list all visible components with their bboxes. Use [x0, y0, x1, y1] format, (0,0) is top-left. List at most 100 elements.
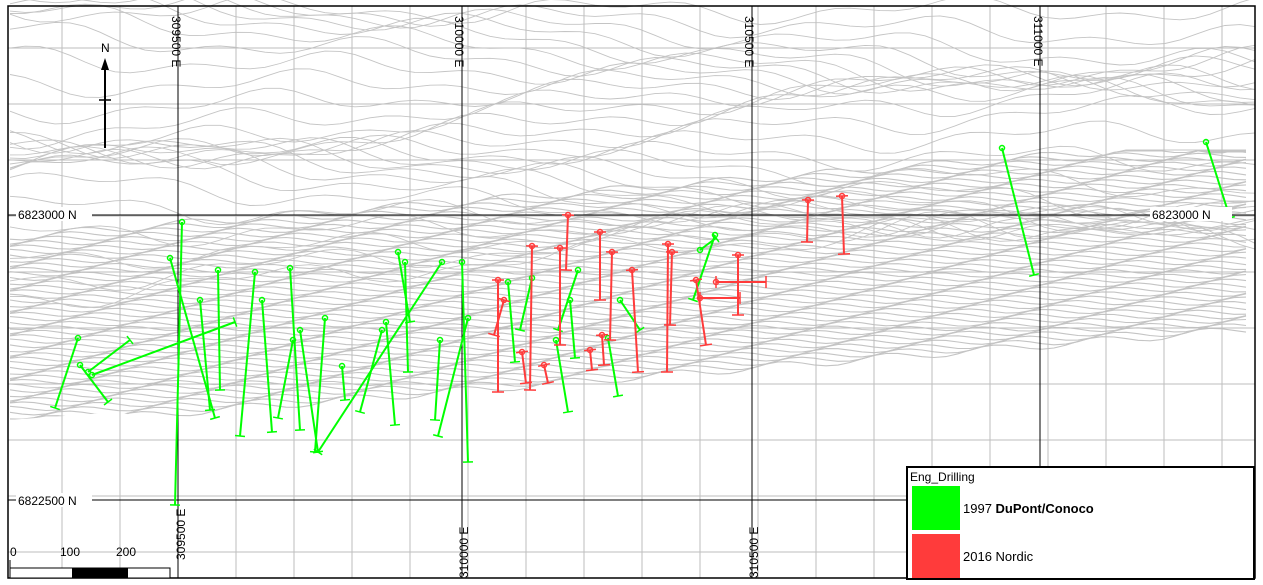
end-of-hole-1997 — [635, 326, 645, 334]
collar-marker-1997 — [566, 296, 574, 304]
collar-marker-1997 — [196, 296, 204, 304]
north-arrow-icon: N — [99, 41, 111, 148]
end-of-hole-1997 — [339, 398, 351, 402]
end-of-hole-1997 — [209, 415, 221, 421]
collar-marker-1997 — [378, 326, 386, 334]
end-of-hole-1997 — [1028, 273, 1040, 277]
drill-trace-1997 — [461, 261, 469, 463]
end-of-hole-1997 — [514, 328, 526, 332]
drill-trace-1997 — [91, 321, 236, 376]
end-of-hole-1997 — [429, 418, 441, 422]
drill-traces-2016 — [488, 192, 851, 393]
drill-traces-1997 — [50, 138, 1235, 506]
end-of-hole-1997 — [50, 405, 60, 411]
easting-label-bottom: 309500 E — [174, 509, 188, 560]
drill-trace-2016 — [493, 299, 505, 336]
collar-marker-1997 — [574, 266, 582, 274]
drill-trace-1997 — [437, 317, 469, 437]
collar-marker-1997 — [998, 144, 1006, 152]
end-of-hole-2016 — [519, 381, 533, 385]
collar-marker-1997 — [438, 258, 446, 266]
start-tick-2016 — [515, 350, 529, 354]
collar-marker-1997 — [251, 268, 259, 276]
drill-trace-2016 — [695, 279, 707, 346]
end-of-hole-2016 — [597, 363, 611, 367]
end-of-hole-1997 — [234, 434, 246, 438]
end-of-hole-1997 — [432, 434, 444, 438]
drill-trace-1997 — [289, 267, 301, 431]
collar-marker-1997 — [436, 336, 444, 344]
collar-marker-1997 — [504, 278, 512, 286]
drill-trace-2016 — [669, 251, 673, 326]
end-of-hole-1997 — [126, 335, 134, 345]
end-of-hole-1997 — [562, 410, 574, 414]
drill-trace-1997 — [507, 281, 516, 363]
end-of-hole-2016 — [585, 368, 599, 372]
northing-label-left: 6822500 N — [18, 494, 77, 508]
end-of-hole-1997 — [266, 430, 278, 434]
easting-label-bottom: 310500 E — [747, 527, 761, 578]
drill-trace-1997 — [569, 299, 576, 359]
legend: Eng_Drilling 1997 DuPont/Conoco 2016 Nor… — [906, 466, 1255, 580]
end-of-hole-1997 — [272, 416, 284, 420]
end-of-hole-1997 — [509, 360, 521, 364]
northing-label-right: 6823000 N — [1152, 208, 1211, 222]
collar-marker-1997 — [166, 254, 174, 262]
start-tick-2016 — [595, 333, 609, 337]
end-of-hole-1997 — [389, 423, 401, 427]
collar-marker-1997 — [74, 334, 82, 342]
drill-trace-2016 — [589, 349, 593, 371]
legend-swatch-green — [912, 486, 960, 530]
drill-trace-1997 — [607, 337, 619, 397]
drill-trace-1997 — [87, 339, 131, 373]
northing-label-left: 6823000 N — [18, 208, 77, 222]
drill-trace-1997 — [54, 337, 79, 409]
end-of-hole-1997 — [294, 428, 306, 432]
drill-trace-1997 — [199, 299, 211, 411]
collar-marker-1997 — [338, 362, 346, 370]
collar-marker-1997 — [696, 246, 704, 254]
drill-trace-1997 — [619, 299, 641, 331]
collar-marker-1997 — [394, 248, 402, 256]
map-frame — [7, 5, 1256, 579]
drill-trace-1997 — [434, 339, 441, 421]
collar-marker-1997 — [296, 326, 304, 334]
end-of-hole-1997 — [313, 448, 323, 456]
end-of-hole-2016 — [488, 332, 500, 338]
scale-label: 0 — [10, 545, 17, 559]
legend-item-2016: 2016 Nordic — [963, 549, 1034, 564]
collar-marker-1997 — [711, 231, 719, 239]
drill-trace-1997 — [397, 251, 411, 323]
start-tick-2016 — [498, 297, 510, 303]
collar-marker-1997 — [258, 296, 266, 304]
collar-marker-1997 — [286, 264, 294, 272]
collar-marker-1997 — [88, 371, 96, 379]
drill-trace-2016 — [841, 195, 845, 255]
drill-trace-1997 — [385, 321, 396, 426]
drill-trace-1997 — [299, 329, 319, 453]
start-tick-2016 — [583, 348, 597, 352]
easting-label-top: 311000 E — [1031, 16, 1045, 67]
drill-trace-2016 — [666, 243, 669, 373]
drill-trace-1997 — [277, 339, 294, 419]
collar-marker-1997 — [289, 336, 297, 344]
collar-marker-1997 — [552, 336, 560, 344]
collar-marker-1997 — [76, 361, 84, 369]
drill-trace-1997 — [1205, 141, 1231, 219]
end-of-hole-1997 — [232, 317, 238, 327]
start-tick-2016 — [625, 268, 639, 272]
collar-marker-1997 — [382, 318, 390, 326]
drill-trace-2016 — [806, 199, 809, 243]
collar-marker-1997 — [214, 266, 222, 274]
drill-trace-1997 — [174, 221, 183, 506]
collar-marker-1997 — [616, 296, 624, 304]
drill-trace-1997 — [314, 317, 326, 453]
drill-trace-1997 — [341, 365, 346, 401]
easting-label-bottom: 310000 E — [457, 527, 471, 578]
end-of-hole-1997 — [612, 394, 624, 398]
legend-item-1997: 1997 DuPont/Conoco — [963, 501, 1094, 516]
end-of-hole-2016 — [541, 380, 555, 386]
drill-trace-1997 — [317, 261, 443, 453]
collar-marker-1997 — [1202, 138, 1210, 146]
scale-label: 200 — [116, 545, 136, 559]
